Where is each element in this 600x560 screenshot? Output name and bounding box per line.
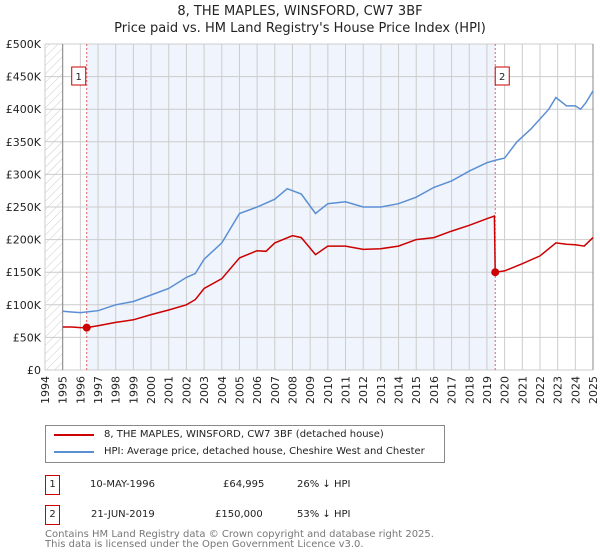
y-tick-label: £200K xyxy=(6,234,42,247)
sale-badge xyxy=(494,66,510,86)
x-tick-label: 2008 xyxy=(286,376,299,404)
transaction-badge: 1 xyxy=(45,475,60,495)
transaction-date: 21-JUN-2019 xyxy=(91,509,155,520)
price-paid-line xyxy=(62,215,594,329)
y-tick-label: £0 xyxy=(27,364,41,377)
x-tick-label: 2021 xyxy=(516,376,529,404)
legend-swatch-blue xyxy=(54,450,94,453)
y-tick-label: £450K xyxy=(6,71,42,84)
sale-badge xyxy=(71,66,87,86)
x-tick-label: 1995 xyxy=(57,376,70,404)
chart-legend: 8, THE MAPLES, WINSFORD, CW7 3BF (detach… xyxy=(45,425,445,463)
x-tick-label: 2010 xyxy=(322,376,335,404)
x-tick-label: 2000 xyxy=(145,376,158,404)
chart-subtitle: Price paid vs. HM Land Registry's House … xyxy=(114,21,486,36)
sale-badge-label: 2 xyxy=(499,72,505,83)
x-tick-label: 2012 xyxy=(357,376,370,404)
x-tick-label: 2016 xyxy=(428,376,441,404)
x-tick-label: 2023 xyxy=(552,376,565,404)
x-tick-label: 2013 xyxy=(375,376,388,404)
x-tick-label: 2004 xyxy=(216,376,229,404)
y-tick-label: £300K xyxy=(6,168,42,181)
x-tick-label: 2006 xyxy=(251,376,264,404)
transaction-date: 10-MAY-1996 xyxy=(90,479,156,490)
legend-item-property: 8, THE MAPLES, WINSFORD, CW7 3BF (detach… xyxy=(54,429,384,440)
transaction-price: £64,995 xyxy=(223,479,265,490)
x-tick-label: 1998 xyxy=(110,376,123,404)
x-tick-label: 2014 xyxy=(393,376,406,404)
legend-label: HPI: Average price, detached house, Ches… xyxy=(104,446,425,457)
x-tick-label: 2007 xyxy=(269,376,282,404)
sale-point xyxy=(82,323,91,332)
transaction-hpi: 26% ↓ HPI xyxy=(297,479,351,490)
y-tick-label: £350K xyxy=(6,136,42,149)
transaction-row: 2 21-JUN-2019 £150,000 53% ↓ HPI xyxy=(45,505,465,525)
y-tick-label: £150K xyxy=(6,266,42,279)
footer-licence: This data is licensed under the Open Gov… xyxy=(45,539,364,550)
y-tick-label: £250K xyxy=(6,201,42,214)
legend-swatch-red xyxy=(54,433,94,436)
x-tick-label: 2001 xyxy=(163,376,176,404)
x-tick-label: 2024 xyxy=(569,376,582,404)
sale-badge-label: 1 xyxy=(76,72,82,83)
legend-label: 8, THE MAPLES, WINSFORD, CW7 3BF (detach… xyxy=(104,429,384,440)
transaction-badge: 2 xyxy=(45,505,60,525)
x-tick-label: 2002 xyxy=(180,376,193,404)
x-tick-label: 2022 xyxy=(534,376,547,404)
legend-item-hpi: HPI: Average price, detached house, Ches… xyxy=(54,446,425,457)
x-tick-label: 2017 xyxy=(446,376,459,404)
x-tick-label: 2011 xyxy=(340,376,353,404)
x-tick-label: 2025 xyxy=(587,376,600,404)
x-tick-label: 1997 xyxy=(92,376,105,404)
x-tick-label: 2018 xyxy=(463,376,476,404)
hpi-line xyxy=(62,90,594,314)
footer-copyright: Contains HM Land Registry data © Crown c… xyxy=(45,529,434,540)
transaction-price: £150,000 xyxy=(215,509,263,520)
transaction-row: 1 10-MAY-1996 £64,995 26% ↓ HPI xyxy=(45,475,465,495)
x-tick-label: 1996 xyxy=(74,376,87,404)
price-chart: 1994 1995 1996 1997 1998 1999 2000 2001 2002 2003… xyxy=(6,38,600,404)
y-tick-label: £50K xyxy=(13,331,42,344)
chart-title: 8, THE MAPLES, WINSFORD, CW7 3BF xyxy=(177,4,423,19)
x-tick-label: 1994 xyxy=(39,376,52,404)
x-tick-label: 2009 xyxy=(304,376,317,404)
x-tick-label: 2015 xyxy=(410,376,423,404)
x-tick-label: 2020 xyxy=(499,376,512,404)
x-tick-label: 1999 xyxy=(127,376,140,404)
y-tick-label: £400K xyxy=(6,103,42,116)
x-tick-label: 2003 xyxy=(198,376,211,404)
x-tick-label: 2005 xyxy=(233,376,246,404)
x-tick-label: 2019 xyxy=(481,376,494,404)
y-tick-label: £100K xyxy=(6,299,42,312)
transaction-hpi: 53% ↓ HPI xyxy=(297,509,351,520)
footer: Contains HM Land Registry data © Crown c… xyxy=(45,530,434,550)
y-tick-label: £500K xyxy=(6,38,42,51)
sale-point xyxy=(491,268,500,277)
